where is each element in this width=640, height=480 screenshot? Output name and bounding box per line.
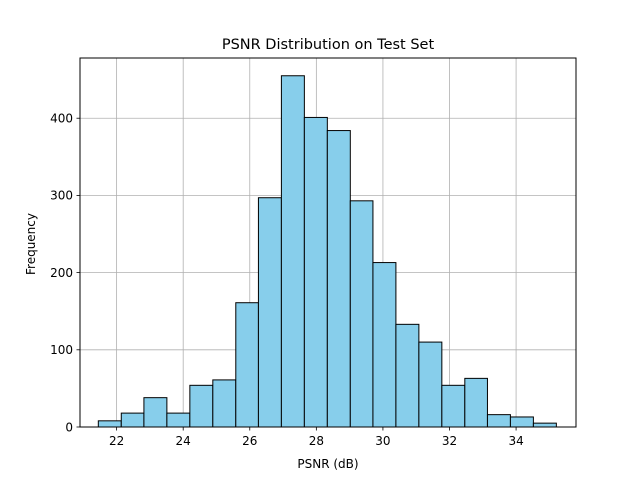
histogram-bar <box>509 416 534 428</box>
histogram-bar <box>120 412 145 428</box>
x-tick-label: 32 <box>442 434 457 448</box>
y-tick-label: 400 <box>50 112 73 126</box>
x-tick-label: 22 <box>109 434 124 448</box>
x-tick-label: 24 <box>176 434 191 448</box>
chart-title: PSNR Distribution on Test Set <box>222 37 435 53</box>
histogram-bar <box>532 422 557 428</box>
histogram-bar <box>303 116 328 428</box>
plot-frame <box>79 57 577 428</box>
histogram-bar <box>280 75 305 428</box>
histogram-bar <box>257 197 282 428</box>
x-axis-ticks: 22 24 26 28 30 32 34 <box>109 427 524 448</box>
y-tick-label: 300 <box>50 189 73 203</box>
histogram-bar <box>143 397 168 428</box>
histogram-bar <box>395 323 420 428</box>
histogram-bar <box>464 377 488 428</box>
y-tick-label: 100 <box>50 343 73 357</box>
y-axis-label: Frequency <box>24 213 38 275</box>
x-tick-label: 34 <box>508 434 523 448</box>
x-tick-label: 30 <box>375 434 390 448</box>
histogram-bar <box>349 200 374 428</box>
x-tick-label: 26 <box>242 434 257 448</box>
y-tick-label: 0 <box>65 420 73 434</box>
histogram-bar <box>372 262 397 428</box>
histogram-bar <box>326 130 351 428</box>
x-tick-label: 28 <box>309 434 324 448</box>
histogram-bar <box>235 302 259 428</box>
x-axis-label: PSNR (dB) <box>297 457 358 471</box>
histogram-bars <box>97 75 557 428</box>
histogram-bar <box>486 414 511 428</box>
histogram-bar <box>212 379 237 428</box>
histogram-bar <box>441 384 466 428</box>
y-axis-ticks: 0 100 200 300 400 <box>50 112 80 434</box>
histogram-bar <box>97 420 122 428</box>
histogram-bar <box>418 341 443 428</box>
y-tick-label: 200 <box>50 266 73 280</box>
histogram-bar <box>166 412 191 428</box>
histogram-bar <box>189 384 214 428</box>
